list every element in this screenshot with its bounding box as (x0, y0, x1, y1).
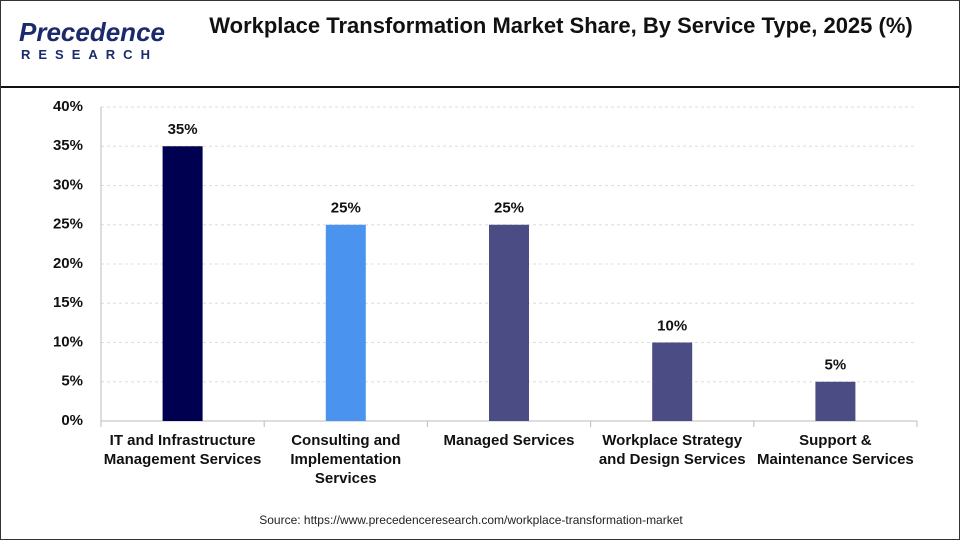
value-label: 35% (168, 121, 198, 138)
y-tick-label: 15% (53, 294, 83, 311)
value-label: 5% (825, 357, 847, 374)
x-tick-label: Workplace Strategy and Design Services (598, 432, 746, 468)
value-label: 25% (331, 200, 361, 217)
bar (162, 146, 203, 421)
y-tick-label: 35% (53, 137, 83, 154)
logo-name: Precedence (19, 17, 165, 47)
y-tick-label: 25% (53, 216, 83, 233)
bar (652, 342, 693, 421)
bar (325, 224, 366, 421)
y-tick-label: 10% (53, 333, 83, 350)
y-tick-label: 30% (53, 176, 83, 193)
logo-tagline: RESEARCH (21, 47, 158, 62)
x-tick-label: Consulting and Implementation Services (290, 432, 402, 487)
bar (815, 381, 856, 421)
source: Source: https://www.precedenceresearch.c… (259, 513, 683, 527)
y-tick-label: 40% (53, 98, 83, 115)
x-tick-label: Support & Maintenance Services (757, 432, 914, 468)
chart-title: Workplace Transformation Market Share, B… (209, 13, 913, 38)
bar (489, 224, 529, 421)
header-rule (1, 86, 959, 88)
y-tick-label: 0% (61, 412, 83, 429)
y-tick-label: 20% (53, 255, 83, 272)
value-label: 10% (657, 317, 687, 334)
value-label: 25% (494, 200, 524, 217)
x-tick-label: Managed Services (443, 432, 575, 449)
y-tick-label: 5% (61, 373, 83, 390)
x-tick-label: IT and Infrastructure Management Service… (103, 432, 262, 468)
